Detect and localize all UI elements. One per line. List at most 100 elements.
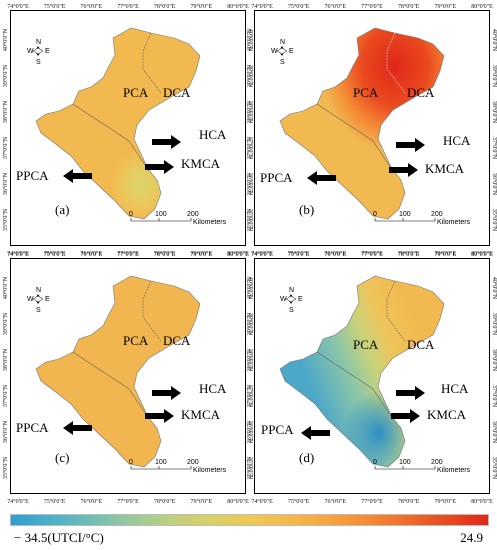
label-dca-a: DCA	[163, 85, 191, 100]
tick-lat-p0-2: 38°0'0"N	[247, 101, 254, 124]
boundary-hca-b	[316, 103, 394, 172]
tick-lat-p0-4: 36°0'0"N	[247, 173, 254, 196]
label-kmca-d: KMCA	[427, 407, 467, 422]
tick-lat-p3-1: 39°0'0"N	[246, 312, 253, 335]
label-hca-b: HCA	[443, 133, 471, 148]
label-ppca-c: PPCA	[16, 420, 49, 435]
study-area-a	[35, 27, 201, 220]
tick-lon-p1-4: 78°0'0"E	[398, 3, 420, 10]
tick-lon-p1-6: 80°0'0"E	[471, 250, 493, 257]
tick-lat-p1-0: 40°0'0"N	[246, 28, 253, 51]
svg-text:0: 0	[373, 211, 377, 218]
tick-lat-p3-0: 40°0'0"N	[491, 277, 497, 300]
tick-lat-p2-4: 36°0'0"N	[247, 421, 254, 444]
tick-lon-p1-6: 80°0'0"E	[471, 3, 493, 10]
label-hca-c: HCA	[199, 381, 227, 396]
svg-text:W: W	[27, 48, 34, 55]
panel-letter-d: (d)	[299, 450, 314, 465]
map-panel-c: PCA DCA HCA KMCA PPCA (c) N S E W 0 100 …	[10, 258, 246, 494]
tick-lat-p1-1: 39°0'0"N	[246, 64, 253, 87]
tick-lon-p2-6: 80°0'0"E	[227, 498, 249, 505]
svg-text:S: S	[36, 59, 41, 66]
tick-lon-p2-4: 78°0'0"E	[154, 251, 176, 258]
label-ppca-d: PPCA	[261, 422, 294, 437]
tick-lat-p3-2: 38°0'0"N	[491, 349, 497, 372]
tick-lon-p2-0: 74°0'0"E	[7, 251, 29, 258]
map-panel-a: PCA DCA HCA KMCA PPCA (a) N S E W 0 100 …	[10, 10, 246, 246]
tick-lon-p3-2: 76°0'0"E	[325, 498, 347, 505]
tick-lat-p2-0: 40°0'0"N	[247, 277, 254, 300]
svg-text:N: N	[36, 39, 41, 46]
tick-lat-p1-5: 35°0'0"N	[246, 208, 253, 231]
tick-lon-p2-0: 74°0'0"E	[7, 498, 29, 505]
colorbar-min-label: − 34.5(UTCI/°C)	[14, 530, 104, 545]
tick-lon-p0-2: 76°0'0"E	[81, 3, 103, 10]
map-c-svg: PCA DCA HCA KMCA PPCA (c) N S E W 0 100 …	[16, 275, 227, 474]
boundary-pca-dca-d	[386, 280, 406, 342]
label-kmca-a: KMCA	[181, 156, 221, 171]
tick-lon-p1-0: 74°0'0"E	[251, 3, 273, 10]
svg-text:Kilometers: Kilometers	[437, 467, 471, 474]
label-pca-c: PCA	[123, 333, 149, 348]
tick-lon-p2-3: 77°0'0"E	[117, 498, 139, 505]
tick-lat-p1-4: 36°0'0"N	[246, 172, 253, 195]
tick-lon-p1-5: 79°0'0"E	[435, 3, 457, 10]
tick-lat-p2-2: 38°0'0"N	[2, 348, 9, 371]
tick-lon-p2-5: 79°0'0"E	[191, 251, 213, 258]
tick-lat-p1-2: 38°0'0"N	[246, 100, 253, 123]
svg-text:0: 0	[373, 459, 377, 466]
arrow-ppca-c	[63, 421, 92, 435]
tick-lat-p3-4: 36°0'0"N	[246, 420, 253, 443]
tick-lat-p3-3: 37°0'0"N	[491, 385, 497, 408]
tick-lat-p2-1: 39°0'0"N	[247, 313, 254, 336]
tick-lat-p0-1: 39°0'0"N	[247, 65, 254, 88]
tick-lon-p3-5: 79°0'0"E	[435, 498, 457, 505]
tick-lon-p3-3: 77°0'0"E	[361, 251, 383, 258]
label-dca-c: DCA	[163, 333, 191, 348]
study-area-c	[35, 275, 201, 468]
tick-lat-p2-3: 37°0'0"N	[2, 384, 9, 407]
svg-text:200: 200	[431, 459, 443, 466]
svg-text:E: E	[289, 48, 294, 55]
svg-text:S: S	[280, 59, 285, 66]
tick-lat-p1-4: 36°0'0"N	[491, 173, 497, 196]
tick-lat-p1-1: 39°0'0"N	[491, 65, 497, 88]
panel-letter-b: (b)	[299, 202, 314, 217]
svg-text:W: W	[280, 296, 287, 303]
tick-lat-p0-2: 38°0'0"N	[2, 100, 9, 123]
colorbar-max-label: 24.9	[460, 530, 483, 545]
tick-lon-p2-3: 77°0'0"E	[117, 251, 139, 258]
boundary-pca-dca-b	[386, 32, 406, 94]
svg-text:S: S	[289, 307, 294, 314]
tick-lon-p3-2: 76°0'0"E	[325, 251, 347, 258]
tick-lon-p0-5: 79°0'0"E	[191, 250, 213, 257]
tick-lat-p3-3: 37°0'0"N	[246, 384, 253, 407]
tick-lon-p1-2: 76°0'0"E	[325, 3, 347, 10]
tick-lat-p0-0: 40°0'0"N	[247, 29, 254, 52]
tick-lon-p0-3: 77°0'0"E	[117, 3, 139, 10]
tick-lon-p0-1: 75°0'0"E	[44, 250, 66, 257]
panel-letter-a: (a)	[55, 202, 69, 217]
tick-lon-p1-3: 77°0'0"E	[361, 250, 383, 257]
tick-lat-p2-5: 35°0'0"N	[2, 456, 9, 479]
tick-lon-p0-5: 79°0'0"E	[191, 3, 213, 10]
svg-text:100: 100	[399, 459, 411, 466]
tick-lat-p0-4: 36°0'0"N	[2, 172, 9, 195]
tick-lon-p1-3: 77°0'0"E	[361, 3, 383, 10]
tick-lon-p0-0: 74°0'0"E	[7, 3, 29, 10]
boundary-hca-c	[72, 351, 150, 420]
arrow-kmca-b	[389, 163, 418, 177]
tick-lat-p3-5: 35°0'0"N	[246, 456, 253, 479]
scalebar-b: 0 100 200 Kilometers	[373, 211, 471, 226]
tick-lat-p0-5: 35°0'0"N	[247, 209, 254, 232]
svg-text:W: W	[271, 48, 278, 55]
boundary-pca-dca-a	[142, 32, 162, 94]
tick-lat-p1-5: 35°0'0"N	[491, 209, 497, 232]
arrow-ppca-a	[63, 169, 92, 183]
tick-lat-p3-4: 36°0'0"N	[491, 421, 497, 444]
svg-text:0: 0	[129, 459, 133, 466]
arrow-hca-c	[152, 386, 181, 400]
svg-text:200: 200	[187, 459, 199, 466]
arrow-hca-b	[396, 138, 425, 152]
tick-lon-p1-1: 75°0'0"E	[288, 250, 310, 257]
